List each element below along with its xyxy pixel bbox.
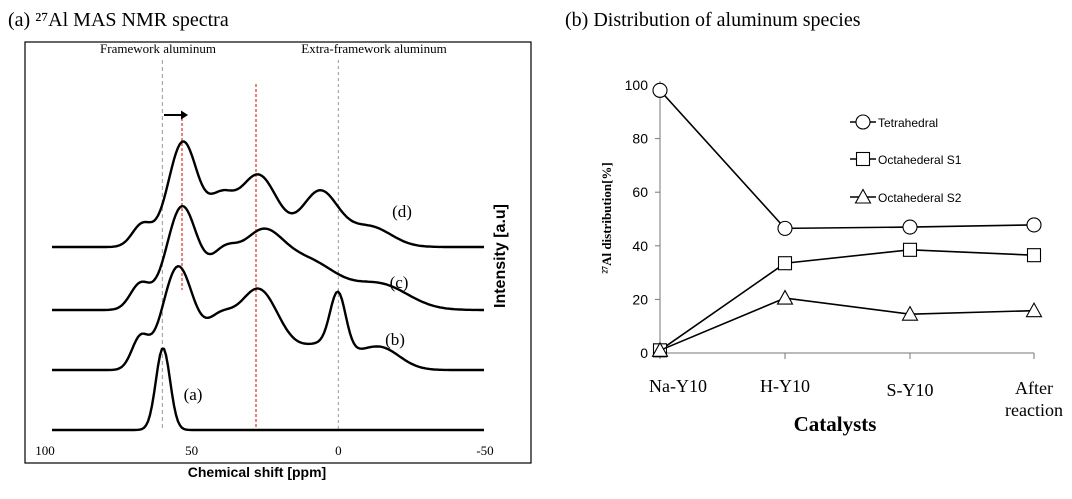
framework-aluminum-label: Framework aluminum bbox=[100, 41, 216, 56]
legend-label: Tetrahedral bbox=[878, 116, 938, 130]
nmr-markers bbox=[161, 60, 339, 430]
nmr-x-tick-label: 100 bbox=[35, 443, 55, 458]
data-point bbox=[777, 220, 793, 236]
panel-b-title: (b) Distribution of aluminum species bbox=[565, 9, 861, 31]
y-tick-label: 60 bbox=[632, 184, 648, 200]
legend-marker bbox=[854, 188, 872, 204]
data-point bbox=[901, 305, 919, 321]
nmr-x-tick-label: 50 bbox=[185, 443, 198, 458]
panel-b-y-axis-label: ²⁷Al distribution[%] bbox=[599, 162, 614, 273]
panel-b-x-axis-label: Catalysts bbox=[794, 412, 877, 436]
legend-marker bbox=[855, 151, 871, 167]
legend-item: Octahederal S1 bbox=[850, 151, 962, 167]
panel-a: (a) ²⁷Al MAS NMR spectra Framework alumi… bbox=[8, 9, 532, 480]
data-point bbox=[1026, 248, 1042, 263]
nmr-curve-c bbox=[52, 204, 484, 312]
y-tick-label: 20 bbox=[632, 291, 648, 307]
series-octahederal-s1 bbox=[652, 242, 1042, 358]
legend-marker bbox=[855, 114, 871, 130]
y-tick-label: 100 bbox=[625, 77, 649, 93]
nmr-x-ticks: 100 50 0 -50 bbox=[35, 443, 493, 458]
y-tick-label: 80 bbox=[632, 131, 648, 147]
nmr-curve-b bbox=[52, 265, 484, 372]
series-line bbox=[659, 297, 1035, 352]
y-tick-label: 0 bbox=[640, 345, 648, 361]
legend-item: Tetrahedral bbox=[850, 114, 938, 130]
category-label: S-Y10 bbox=[886, 380, 933, 400]
series-tetrahedral bbox=[652, 82, 1042, 236]
data-point bbox=[776, 289, 794, 305]
legend-label: Octahederal S2 bbox=[878, 191, 962, 205]
distribution-legend: Tetrahedral Octahederal S1 Octahederal S2 bbox=[850, 114, 962, 205]
y-tick-label: 40 bbox=[632, 238, 648, 254]
series-line bbox=[659, 249, 1035, 351]
data-point bbox=[652, 82, 668, 98]
distribution-axes: 0 20 40 60 80 100 Na-Y10 H-Y10 S-Y10 After reactio… bbox=[625, 77, 1063, 420]
category-label: After reaction bbox=[1005, 378, 1063, 420]
legend-item: Octahederal S2 bbox=[850, 188, 962, 205]
panel-a-frame bbox=[24, 41, 532, 464]
data-point bbox=[902, 242, 918, 257]
series-octahederal-s2 bbox=[651, 289, 1043, 357]
data-point bbox=[777, 256, 793, 271]
extra-framework-aluminum-label: Extra-framework aluminum bbox=[301, 41, 446, 56]
legend-label: Octahederal S1 bbox=[878, 153, 962, 167]
nmr-curve-d bbox=[52, 140, 484, 249]
series-line bbox=[659, 89, 1035, 230]
nmr-curves bbox=[52, 140, 484, 432]
panel-b: (b) Distribution of aluminum species 0 20… bbox=[565, 9, 1063, 436]
data-point bbox=[1025, 302, 1043, 318]
panel-a-y-axis-label: Intensity [a.u] bbox=[492, 204, 509, 308]
panel-a-title: (a) ²⁷Al MAS NMR spectra bbox=[8, 9, 229, 31]
data-point bbox=[651, 341, 669, 357]
panel-a-x-axis-label: Chemical shift [ppm] bbox=[188, 464, 326, 480]
data-point bbox=[1026, 217, 1042, 233]
category-label: H-Y10 bbox=[760, 376, 810, 396]
nmr-curve-a bbox=[52, 347, 484, 432]
series-label-d: (d) bbox=[392, 202, 412, 221]
series-label-c: (c) bbox=[390, 273, 409, 292]
distribution-series bbox=[651, 82, 1043, 358]
series-label-a: (a) bbox=[184, 385, 203, 404]
category-label: Na-Y10 bbox=[649, 376, 707, 396]
data-point bbox=[902, 219, 918, 235]
series-label-b: (b) bbox=[385, 330, 405, 349]
nmr-x-tick-label: -50 bbox=[476, 443, 493, 458]
shift-arrow bbox=[164, 110, 188, 120]
nmr-x-tick-label: 0 bbox=[335, 443, 342, 458]
